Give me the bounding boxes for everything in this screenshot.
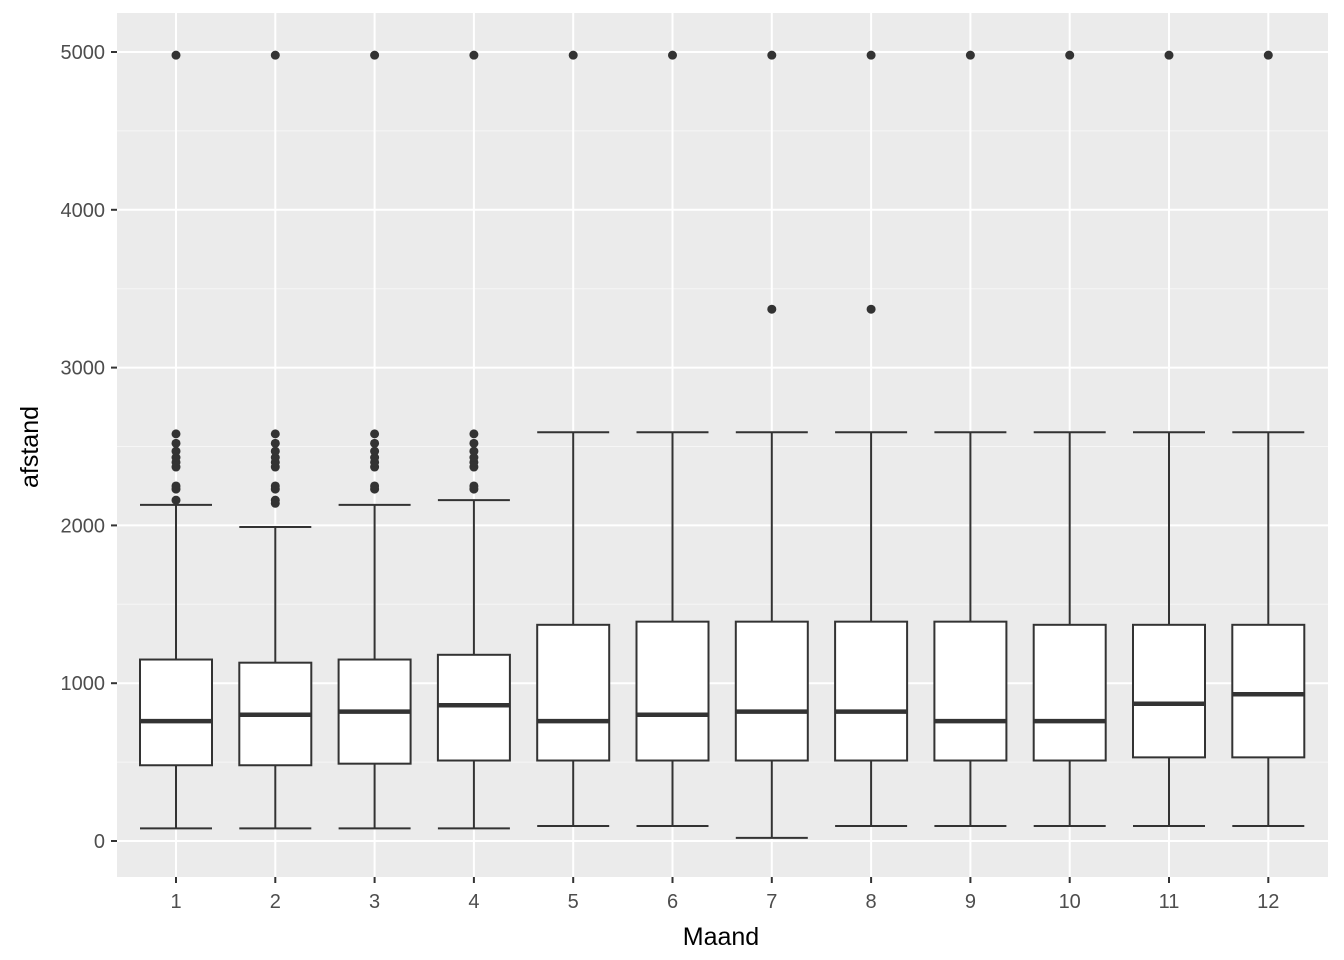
- outlier-point: [469, 481, 479, 491]
- outlier-point: [270, 446, 280, 456]
- outlier-point: [1065, 50, 1075, 60]
- x-tick-label: 1: [170, 891, 181, 913]
- outlier-point: [370, 446, 380, 456]
- y-axis-ticks: 0 1000 2000 3000 4000 5000: [61, 42, 117, 853]
- outlier-point: [370, 429, 380, 439]
- box-month-5: [536, 50, 611, 828]
- box-iqr: [635, 620, 710, 762]
- x-tick-label: 12: [1257, 891, 1279, 913]
- x-tick-label: 7: [766, 891, 777, 913]
- plot-panel: [117, 13, 1328, 877]
- y-axis-title: afstand: [16, 406, 44, 488]
- outlier-point: [370, 50, 380, 60]
- outlier-point: [866, 50, 876, 60]
- outlier-point: [370, 438, 380, 448]
- x-tick-label: 6: [667, 891, 678, 913]
- outlier-point: [171, 429, 181, 439]
- outlier-point: [767, 50, 777, 60]
- x-tick-label: 10: [1059, 891, 1081, 913]
- box-month-3: [337, 50, 412, 830]
- box-iqr: [834, 620, 909, 762]
- minor-gridlines: [117, 130, 1328, 763]
- x-tick-label: 2: [270, 891, 281, 913]
- x-tick-label: 5: [568, 891, 579, 913]
- outlier-point: [370, 453, 380, 463]
- outlier-point: [469, 50, 479, 60]
- box-month-8: [834, 50, 909, 828]
- outlier-point: [469, 446, 479, 456]
- outlier-point: [171, 50, 181, 60]
- outlier-point: [469, 438, 479, 448]
- y-tick-label: 2000: [61, 515, 106, 537]
- outlier-point: [270, 50, 280, 60]
- x-axis-ticks: 1 2 3 4 5 6 7 8 9 10 11 12: [170, 877, 1279, 913]
- box-iqr: [933, 620, 1008, 762]
- box-iqr: [734, 620, 809, 762]
- box-iqr: [436, 653, 511, 762]
- box-month-7: [734, 50, 809, 839]
- outlier-point: [171, 446, 181, 456]
- x-tick-label: 8: [866, 891, 877, 913]
- box-iqr: [1231, 623, 1306, 759]
- box-month-12: [1231, 50, 1306, 828]
- outlier-point: [965, 50, 975, 60]
- y-tick-label: 5000: [61, 42, 106, 64]
- box-month-10: [1032, 50, 1107, 828]
- outlier-point: [270, 429, 280, 439]
- outlier-point: [767, 304, 777, 314]
- outlier-point: [171, 481, 181, 491]
- outlier-point: [1263, 50, 1273, 60]
- outlier-point: [1164, 50, 1174, 60]
- x-tick-label: 9: [965, 891, 976, 913]
- box-month-1: [139, 50, 213, 830]
- outlier-point: [469, 453, 479, 463]
- outlier-point: [866, 304, 876, 314]
- outlier-point: [270, 481, 280, 491]
- y-tick-label: 1000: [61, 673, 106, 695]
- outlier-point: [568, 50, 578, 60]
- y-tick-label: 3000: [61, 358, 106, 380]
- x-axis-title: Maand: [683, 923, 759, 951]
- outlier-point: [171, 495, 181, 505]
- outlier-point: [668, 50, 677, 60]
- outlier-point: [171, 438, 181, 448]
- outlier-point: [270, 438, 280, 448]
- box-iqr: [536, 623, 611, 762]
- y-tick-label: 0: [94, 831, 105, 853]
- x-tick-label: 4: [468, 891, 479, 913]
- box-month-4: [436, 50, 511, 830]
- outlier-point: [469, 429, 479, 439]
- outlier-point: [370, 481, 380, 491]
- box-iqr: [139, 658, 213, 767]
- box-iqr: [1132, 623, 1206, 759]
- box-month-9: [933, 50, 1008, 828]
- box-series: [139, 50, 1306, 839]
- x-tick-label: 11: [1159, 891, 1180, 913]
- outlier-point: [270, 453, 280, 463]
- box-month-6: [635, 50, 710, 828]
- box-month-2: [238, 50, 313, 830]
- box-month-11: [1132, 50, 1206, 828]
- outlier-point: [270, 495, 280, 505]
- outlier-point: [171, 453, 181, 463]
- y-tick-label: 4000: [61, 200, 106, 222]
- x-tick-label: 3: [369, 891, 380, 913]
- box-iqr: [1032, 623, 1107, 762]
